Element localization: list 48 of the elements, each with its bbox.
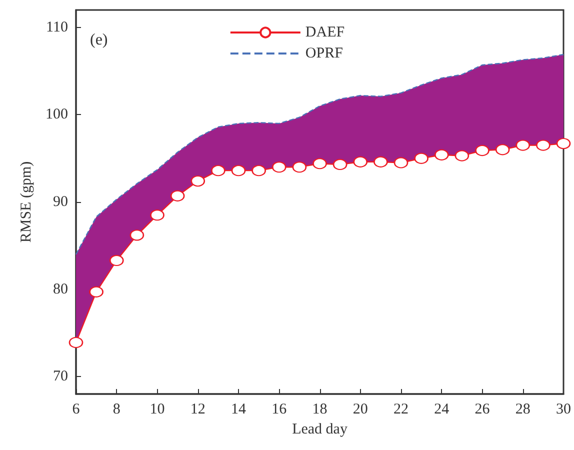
point — [170, 190, 185, 202]
annotation: (e) — [90, 32, 108, 48]
x-tick-label: 30 — [556, 402, 571, 418]
x-tick-label: 16 — [272, 402, 288, 418]
point — [495, 144, 510, 156]
point — [312, 158, 327, 170]
x-tick-label: 22 — [394, 402, 408, 418]
point — [68, 336, 84, 348]
x-tick-label: 28 — [515, 402, 530, 418]
y-tick-label: 110 — [46, 19, 68, 36]
point — [190, 175, 205, 187]
point — [414, 152, 428, 164]
x-axis-title: Lead day — [292, 421, 348, 438]
point — [374, 156, 388, 168]
x-tick-label: 18 — [312, 402, 328, 418]
y-axis-title: RMSE (gpm) — [18, 161, 34, 243]
x-tick-label: 26 — [474, 402, 490, 418]
point — [516, 140, 530, 151]
point — [150, 209, 164, 221]
point — [211, 164, 226, 176]
point — [252, 164, 266, 176]
point — [110, 254, 124, 266]
x-tick-label: 8 — [112, 402, 120, 418]
point — [272, 161, 286, 173]
x-tick-label: 20 — [352, 402, 368, 418]
x-tick-label: 12 — [190, 402, 206, 418]
point — [394, 157, 408, 168]
x-tick-label: 14 — [231, 402, 246, 418]
point — [130, 230, 144, 241]
point — [292, 161, 307, 173]
y-tick-label: 100 — [46, 106, 68, 123]
point — [536, 140, 550, 151]
point — [332, 158, 348, 170]
legend-label: OPRF — [305, 46, 343, 62]
x-tick-label: 10 — [150, 402, 165, 418]
point — [556, 138, 571, 150]
y-tick-label: 80 — [53, 281, 68, 298]
point — [231, 164, 246, 176]
y-tick-label: 90 — [53, 194, 68, 210]
x-tick-label: 6 — [72, 402, 80, 418]
x-tick-label: 24 — [434, 402, 450, 418]
legend-label: DAEF — [305, 24, 345, 40]
point — [434, 149, 449, 160]
point — [454, 150, 470, 162]
point — [89, 286, 104, 298]
y-tick-label: 70 — [53, 368, 68, 385]
point — [353, 156, 368, 168]
point — [475, 144, 490, 156]
